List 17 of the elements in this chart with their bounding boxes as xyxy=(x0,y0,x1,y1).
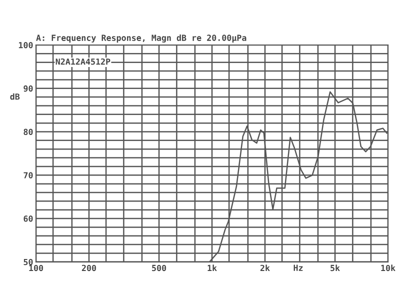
y-tick-label: 80 xyxy=(24,128,33,136)
x-tick-label: 10k xyxy=(381,264,396,272)
y-tick-label: 50 xyxy=(24,258,33,266)
y-tick-label: 90 xyxy=(24,85,33,92)
y-tick-label: 60 xyxy=(24,216,33,222)
x-tick-label: 1k xyxy=(208,264,217,272)
x-tick-label: 500 xyxy=(152,264,166,272)
y-tick-label: 70 xyxy=(24,172,33,178)
annotation: N2A12A4512P xyxy=(56,58,110,65)
y-axis-title: dB xyxy=(10,93,20,100)
x-tick-label: 100 xyxy=(29,264,44,272)
x-axis-title: Hz xyxy=(294,264,303,271)
x-tick-label: 2k xyxy=(260,264,270,272)
y-tick-label: 100 xyxy=(18,42,33,48)
x-tick-label: 5k xyxy=(330,264,340,272)
x-tick-label: 200 xyxy=(82,264,96,272)
chart-title: A: Frequency Response, Magn dB re 20.00μPa xyxy=(36,34,246,43)
